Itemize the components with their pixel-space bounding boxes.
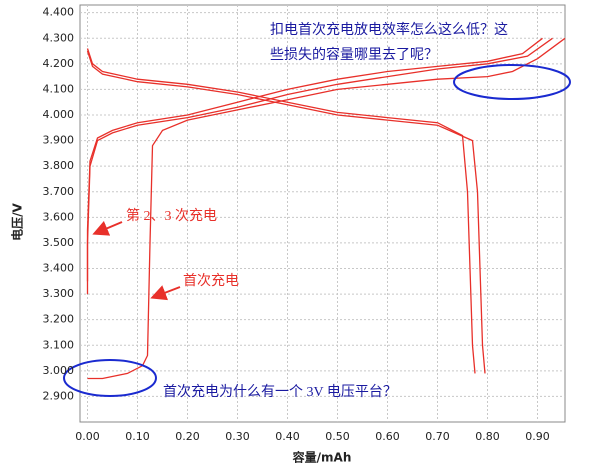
arrow <box>150 285 181 301</box>
y-tick-label: 3.600 <box>43 210 75 223</box>
annotation: 首次充电 <box>183 273 239 289</box>
y-tick-label: 4.400 <box>43 6 75 19</box>
y-tick-label: 4.300 <box>43 31 75 44</box>
x-axis-label: 容量/mAh <box>292 450 352 465</box>
y-tick-label: 2.900 <box>43 389 75 402</box>
x-tick-label: 0.40 <box>275 430 300 443</box>
annotation: 首次充电为什么有一个 3V 电压平台？ <box>163 384 397 400</box>
x-tick-label: 0.30 <box>225 430 250 443</box>
highlight-ellipse <box>453 64 571 100</box>
data-line <box>86 48 476 374</box>
y-tick-label: 3.900 <box>43 134 75 147</box>
data-line <box>86 37 543 282</box>
y-tick-label: 4.200 <box>43 57 75 70</box>
x-tick-label: 0.80 <box>475 430 500 443</box>
y-tick-label: 3.000 <box>43 364 75 377</box>
y-tick-label: 4.100 <box>43 82 75 95</box>
y-tick-label: 3.500 <box>43 236 75 249</box>
x-tick-label: 0.20 <box>175 430 200 443</box>
x-tick-label: 0.10 <box>125 430 150 443</box>
x-tick-label: 0.50 <box>325 430 350 443</box>
annotation: 第 2、3 次充电 <box>126 207 217 224</box>
y-axis-label: 电压/V <box>10 202 25 240</box>
arrow <box>92 220 123 236</box>
data-line <box>86 37 553 295</box>
y-tick-label: 3.700 <box>43 185 75 198</box>
data-line <box>87 37 566 380</box>
x-tick-label: 0.90 <box>525 430 550 443</box>
y-tick-label: 3.100 <box>43 338 75 351</box>
annotation: 些损失的容量哪里去了呢？ <box>270 46 438 63</box>
data-line <box>86 50 486 374</box>
x-tick-label: 0.60 <box>375 430 400 443</box>
highlight-ellipse <box>63 359 157 397</box>
y-tick-label: 3.200 <box>43 313 75 326</box>
annotation: 扣电首次充电放电效率怎么这么低？这 <box>270 21 508 38</box>
y-tick-label: 4.000 <box>43 108 75 121</box>
plot-area <box>79 4 566 423</box>
y-tick-label: 3.300 <box>43 287 75 300</box>
x-tick-label: 0.00 <box>75 430 100 443</box>
y-tick-label: 3.400 <box>43 262 75 275</box>
x-tick-label: 0.70 <box>425 430 450 443</box>
y-tick-label: 3.800 <box>43 159 75 172</box>
